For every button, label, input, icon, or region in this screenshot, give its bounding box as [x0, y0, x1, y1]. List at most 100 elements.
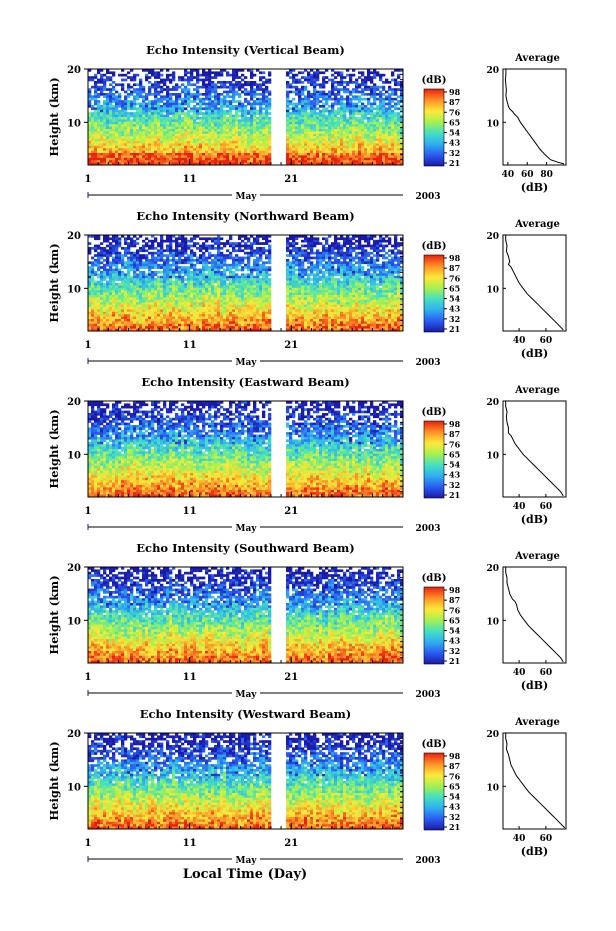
heatmap-cell	[124, 155, 128, 159]
heatmap-cell	[190, 271, 194, 274]
heatmap-cell	[145, 126, 149, 130]
heatmap-cell	[196, 273, 200, 277]
heatmap-cell	[199, 160, 203, 163]
heatmap-cell	[361, 280, 365, 284]
heatmap-cell	[361, 160, 365, 163]
heatmap-cell	[235, 148, 239, 151]
heatmap-cell	[247, 280, 251, 284]
y-tick-label: 10	[67, 118, 81, 129]
heatmap-cell	[217, 107, 221, 111]
heatmap-cell	[226, 136, 230, 139]
heatmap-cell	[307, 278, 311, 281]
heatmap-cell	[268, 112, 272, 115]
heatmap-cell	[172, 73, 176, 77]
heatmap-cell	[268, 138, 272, 142]
heatmap-cell	[286, 129, 290, 132]
heatmap-cell	[118, 153, 122, 156]
heatmap-cell	[346, 235, 350, 238]
heatmap-cell	[157, 266, 161, 269]
heatmap-cell	[370, 235, 374, 238]
heatmap-cell	[103, 95, 107, 99]
heatmap-cell	[223, 129, 227, 132]
heatmap-cell	[166, 278, 170, 281]
heatmap-cell	[127, 76, 131, 79]
heatmap-cell	[298, 153, 302, 156]
heatmap-cell	[391, 126, 395, 130]
heatmap-cell	[148, 76, 152, 79]
heatmap-cell	[310, 157, 314, 161]
heatmap-cell	[154, 280, 158, 284]
heatmap-cell	[313, 129, 317, 132]
heatmap-cell	[142, 263, 146, 267]
heatmap-cell	[163, 121, 167, 125]
heatmap-cell	[289, 107, 293, 111]
heatmap-cell	[91, 112, 95, 115]
heatmap-cell	[373, 278, 377, 281]
heatmap-cell	[391, 244, 395, 248]
heatmap-cell	[229, 160, 233, 163]
heatmap-cell	[118, 97, 122, 101]
heatmap-cell	[187, 247, 191, 250]
heatmap-cell	[265, 121, 269, 125]
heatmap-cell	[121, 256, 125, 260]
year-label: 2003	[415, 192, 440, 202]
heatmap-cell	[124, 119, 128, 123]
heatmap-cell	[205, 114, 209, 118]
heatmap-cell	[334, 133, 338, 137]
heatmap-cell	[400, 261, 404, 265]
heatmap-cell	[322, 254, 326, 257]
heatmap-cell	[265, 81, 269, 84]
heatmap-cell	[304, 124, 308, 127]
heatmap-cell	[163, 271, 167, 274]
heatmap-cell	[319, 155, 323, 159]
heatmap-cell	[295, 160, 299, 163]
heatmap-cell	[115, 143, 119, 147]
heatmap-cell	[313, 153, 317, 156]
heatmap-cell	[352, 141, 356, 144]
heatmap-cell	[256, 249, 260, 253]
heatmap-cell	[205, 126, 209, 130]
heatmap-cell	[325, 263, 329, 267]
heatmap-cell	[112, 237, 116, 241]
heatmap-cell	[298, 143, 302, 147]
heatmap-cell	[331, 266, 335, 269]
heatmap-cell	[109, 249, 113, 253]
heatmap-cell	[97, 102, 101, 106]
heatmap-cell	[382, 162, 386, 166]
heatmap-cell	[142, 141, 146, 144]
heatmap-cell	[115, 273, 119, 277]
heatmap-cell	[223, 100, 227, 103]
heatmap-cell	[184, 148, 188, 151]
heatmap-cell	[97, 261, 101, 265]
heatmap-cell	[163, 273, 167, 277]
heatmap-cell	[220, 69, 224, 72]
heatmap-cell	[250, 266, 254, 269]
heatmap-cell	[166, 114, 170, 118]
heatmap-cell	[331, 129, 335, 132]
heatmap-cell	[310, 95, 314, 99]
heatmap-cell	[259, 157, 263, 161]
heatmap-cell	[391, 278, 395, 281]
heatmap-cell	[304, 273, 308, 277]
heatmap-cell	[163, 162, 167, 166]
heatmap-cell	[214, 100, 218, 103]
heatmap-cell	[163, 107, 167, 111]
heatmap-cell	[91, 153, 95, 156]
heatmap-cell	[214, 102, 218, 106]
heatmap-cell	[331, 119, 335, 123]
heatmap-cell	[328, 256, 332, 260]
heatmap-cell	[136, 107, 140, 111]
heatmap-cell	[328, 133, 332, 137]
heatmap-cell	[292, 259, 296, 262]
heatmap-cell	[298, 157, 302, 161]
heatmap-cell	[121, 155, 125, 159]
heatmap-cell	[349, 119, 353, 123]
heatmap-cell	[328, 97, 332, 101]
heatmap-cell	[157, 71, 161, 75]
heatmap-cell	[139, 114, 143, 118]
heatmap-cell	[145, 112, 149, 115]
heatmap-cell	[289, 71, 293, 75]
heatmap-cell	[148, 105, 152, 108]
heatmap-cell	[262, 112, 266, 115]
heatmap-cell	[217, 275, 221, 279]
